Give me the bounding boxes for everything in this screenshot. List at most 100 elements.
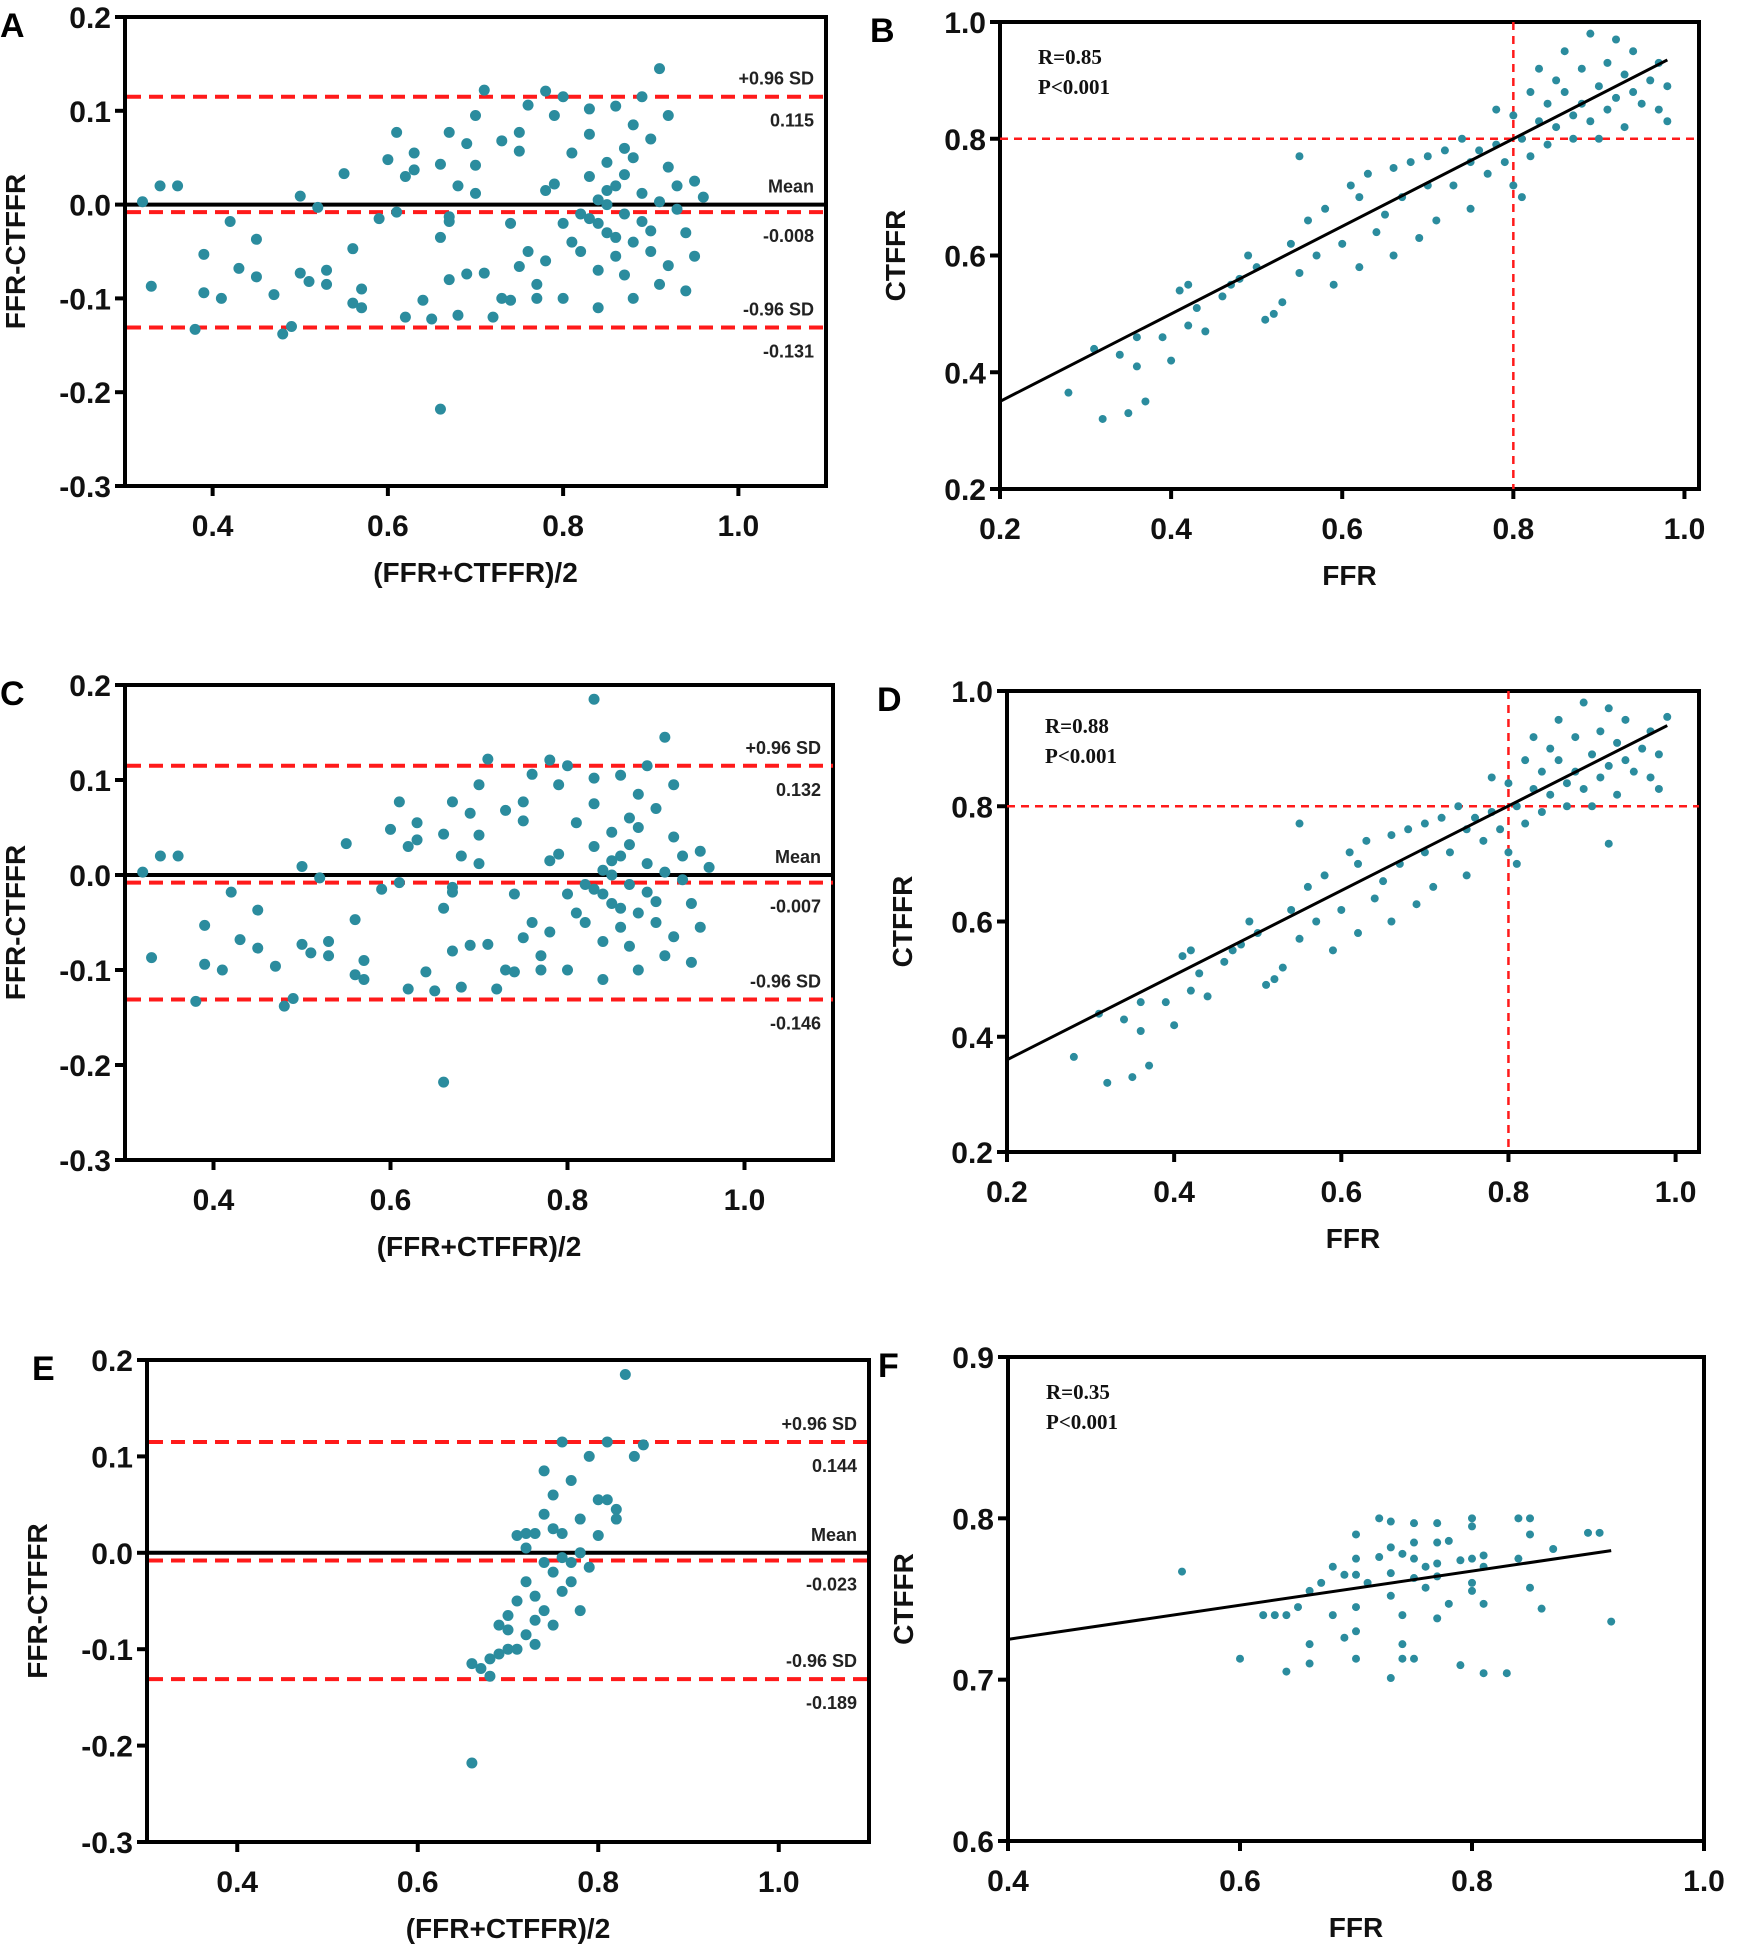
data-point [215, 292, 227, 304]
data-point [1423, 152, 1432, 161]
data-point [529, 1614, 541, 1626]
data-point [1612, 35, 1621, 44]
data-point [1386, 1517, 1395, 1526]
y-tick-label: -0.1 [59, 955, 111, 988]
data-point [434, 231, 446, 243]
data-point [1603, 105, 1612, 114]
data-point [1549, 1544, 1558, 1553]
x-tick-label: 0.2 [986, 1176, 1028, 1209]
data-point [408, 147, 420, 159]
y-tick-label: 0.2 [69, 670, 111, 703]
data-point [513, 126, 525, 138]
data-point [443, 274, 455, 286]
plot-frame [1006, 1355, 1706, 1843]
data-point [1646, 76, 1655, 85]
data-point [529, 1528, 541, 1540]
data-point [1175, 286, 1184, 295]
data-point [1569, 111, 1578, 120]
data-point [347, 297, 359, 309]
data-point [190, 995, 202, 1007]
data-point [1603, 58, 1612, 67]
panel-letter: B [870, 12, 895, 50]
data-point [685, 898, 697, 909]
x-tick-label: 0.4 [193, 1184, 235, 1217]
data-point [1141, 397, 1150, 406]
data-point [1337, 905, 1346, 914]
stat-p: P<0.001 [1045, 744, 1117, 768]
data-point [615, 921, 627, 933]
data-point [556, 1585, 568, 1597]
data-point [520, 1576, 532, 1588]
data-point [1500, 158, 1509, 167]
data-point [1262, 980, 1271, 989]
data-point [627, 236, 639, 248]
data-point [1421, 1562, 1430, 1571]
data-point [1389, 251, 1398, 260]
data-point [1069, 1052, 1078, 1061]
data-point [493, 1648, 505, 1660]
data-point [358, 974, 370, 985]
y-tick-label: 0.4 [951, 1022, 993, 1055]
data-point [1410, 1519, 1418, 1528]
data-point [632, 964, 644, 976]
upper-limit-value: 0.115 [770, 111, 814, 131]
data-point [529, 1638, 541, 1650]
data-point [610, 100, 622, 112]
data-point [570, 907, 582, 919]
data-point [312, 201, 324, 213]
lower-limit-name: -0.96 SD [750, 971, 821, 991]
data-point [650, 917, 662, 928]
data-point [1517, 193, 1526, 202]
data-point [592, 194, 604, 206]
data-point [575, 246, 587, 257]
data-point [502, 1609, 514, 1621]
data-point [482, 753, 494, 765]
y-tick-label: 0.9 [952, 1342, 994, 1375]
data-point [1340, 1633, 1349, 1642]
data-point [1387, 831, 1396, 840]
data-point [340, 838, 352, 850]
data-point [1638, 744, 1647, 753]
data-point [278, 1000, 290, 1012]
data-point [588, 798, 600, 810]
data-point [1167, 356, 1176, 365]
data-point [496, 135, 508, 147]
data-point [233, 262, 245, 274]
data-point [1098, 414, 1107, 423]
data-point [1502, 1669, 1511, 1678]
y-axis-title: CTFFR [887, 876, 918, 968]
data-point [154, 180, 166, 192]
y-tick-label: 0.1 [69, 765, 111, 798]
data-point [1245, 917, 1254, 926]
data-point [556, 1528, 568, 1540]
data-point [491, 983, 503, 995]
data-point [601, 1436, 613, 1448]
data-point [680, 285, 692, 297]
data-point [529, 1590, 541, 1602]
data-point [1521, 819, 1530, 828]
x-tick-label: 0.8 [1488, 1176, 1530, 1209]
data-point [321, 278, 333, 290]
y-tick-label: 0.1 [91, 1441, 133, 1474]
data-point [1381, 210, 1390, 219]
data-point [402, 841, 414, 852]
x-tick-label: 0.6 [370, 1184, 412, 1217]
data-point [1228, 946, 1237, 955]
data-point [1338, 239, 1347, 248]
data-point [1321, 204, 1330, 213]
lower-limit-name: -0.96 SD [786, 1651, 857, 1671]
data-point [671, 180, 683, 192]
data-point [677, 850, 689, 862]
data-point [511, 1595, 523, 1607]
y-tick-label: 0.6 [952, 1826, 994, 1859]
data-point [1546, 790, 1555, 799]
data-point [574, 1605, 586, 1617]
data-point [531, 292, 543, 304]
data-point [287, 993, 299, 1004]
data-point [1186, 946, 1195, 955]
data-point [697, 191, 709, 203]
data-point [650, 803, 662, 814]
data-point [1584, 1528, 1592, 1537]
data-point [689, 175, 701, 187]
y-tick-label: -0.2 [59, 1050, 111, 1083]
